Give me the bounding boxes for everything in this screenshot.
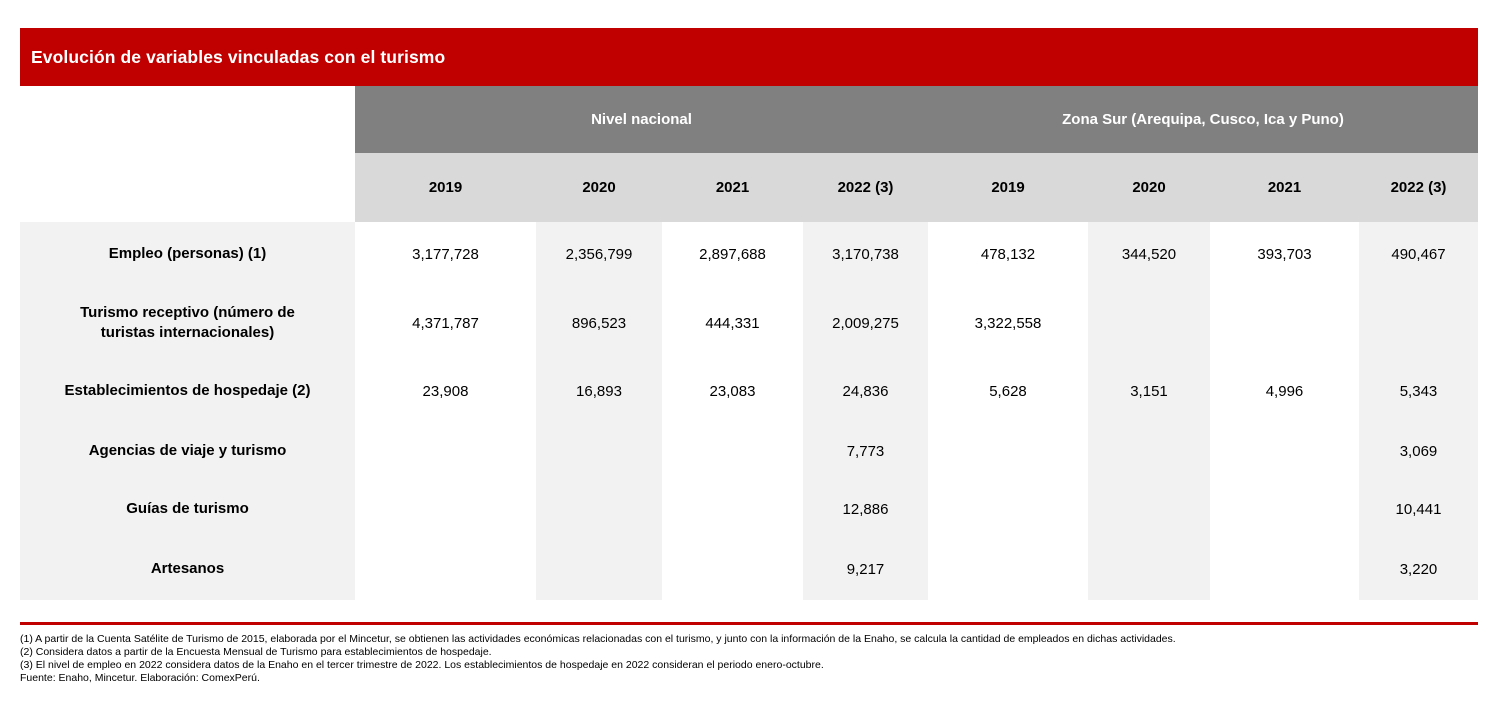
table-body: Empleo (personas) (1) 3,177,728 2,356,799 2… [20,222,1478,600]
cell-value [536,422,662,480]
cell-value [1359,286,1478,360]
cell-value: 23,083 [662,360,803,422]
cell-value: 2,009,275 [803,286,928,360]
cell-value: 896,523 [536,286,662,360]
cell-value: 12,886 [803,480,928,539]
page-title: Evolución de variables vinculadas con el… [31,46,446,67]
cell-value [928,480,1088,539]
cell-value: 16,893 [536,360,662,422]
cell-value [1088,480,1210,539]
cell-value: 444,331 [662,286,803,360]
cell-value: 3,170,738 [803,222,928,286]
cell-value: 2,356,799 [536,222,662,286]
cell-value [662,422,803,480]
cell-value [355,422,536,480]
cell-value [928,422,1088,480]
cell-value [1210,539,1359,600]
cell-value: 393,703 [1210,222,1359,286]
footnote-2: (2) Considera datos a partir de la Encue… [20,646,492,658]
cell-value [536,539,662,600]
year-header-national-2022: 2022 (3) [837,179,894,196]
year-header-national-2020: 2020 [582,179,616,196]
footnote-divider-rule [20,622,1478,625]
cell-value: 9,217 [803,539,928,600]
cell-value [662,539,803,600]
cell-value [1088,286,1210,360]
footnote-3: (3) El nivel de empleo en 2022 considera… [20,659,824,671]
cell-value [1088,422,1210,480]
cell-value [662,480,803,539]
cell-value [1210,286,1359,360]
table-group-header: Nivel nacional Zona Sur (Arequipa, Cusco… [355,86,1478,153]
cell-value: 23,908 [355,360,536,422]
cell-value: 7,773 [803,422,928,480]
footnote-1: (1) A partir de la Cuenta Satélite de Tu… [20,633,1176,645]
group-header-nivel-nacional: Nivel nacional [591,111,692,128]
cell-value: 10,441 [1359,480,1478,539]
year-header-national-2021: 2021 [715,179,750,196]
cell-value [1088,539,1210,600]
cell-value [1210,422,1359,480]
cell-value: 3,069 [1359,422,1478,480]
year-header-national-2019: 2019 [428,179,463,196]
row-label: Establecimientos de hospedaje (2) [20,360,355,422]
footnotes-block: (1) A partir de la Cuenta Satélite de Tu… [20,633,1490,685]
row-label: Artesanos [20,539,355,600]
cell-value: 5,343 [1359,360,1478,422]
cell-value [928,539,1088,600]
year-header-south-2022: 2022 (3) [1390,179,1447,196]
row-label: Guías de turismo [20,480,355,539]
cell-value: 5,628 [928,360,1088,422]
cell-value [355,480,536,539]
year-header-south-2019: 2019 [991,179,1025,196]
title-bar: Evolución de variables vinculadas con el… [20,28,1478,86]
row-label: Empleo (personas) (1) [20,222,355,286]
cell-value: 3,177,728 [355,222,536,286]
cell-value: 3,220 [1359,539,1478,600]
cell-value: 4,996 [1210,360,1359,422]
year-header-south-2021: 2021 [1267,179,1302,196]
row-label: Turismo receptivo (número de turistas in… [20,286,355,360]
cell-value: 344,520 [1088,222,1210,286]
row-label: Agencias de viaje y turismo [20,422,355,480]
source-note: Fuente: Enaho, Mincetur. Elaboración: Co… [20,672,260,684]
cell-value: 24,836 [803,360,928,422]
cell-value [1210,480,1359,539]
group-header-zona-sur: Zona Sur (Arequipa, Cusco, Ica y Puno) [1062,111,1344,128]
year-header-south-2020: 2020 [1132,179,1166,196]
cell-value: 3,151 [1088,360,1210,422]
cell-value [355,539,536,600]
table-year-header: 2019 2020 2021 2022 (3) 2019 2020 2021 2… [355,153,1478,222]
cell-value [536,480,662,539]
cell-value: 3,322,558 [928,286,1088,360]
cell-value: 490,467 [1359,222,1478,286]
cell-value: 478,132 [928,222,1088,286]
cell-value: 2,897,688 [662,222,803,286]
cell-value: 4,371,787 [355,286,536,360]
